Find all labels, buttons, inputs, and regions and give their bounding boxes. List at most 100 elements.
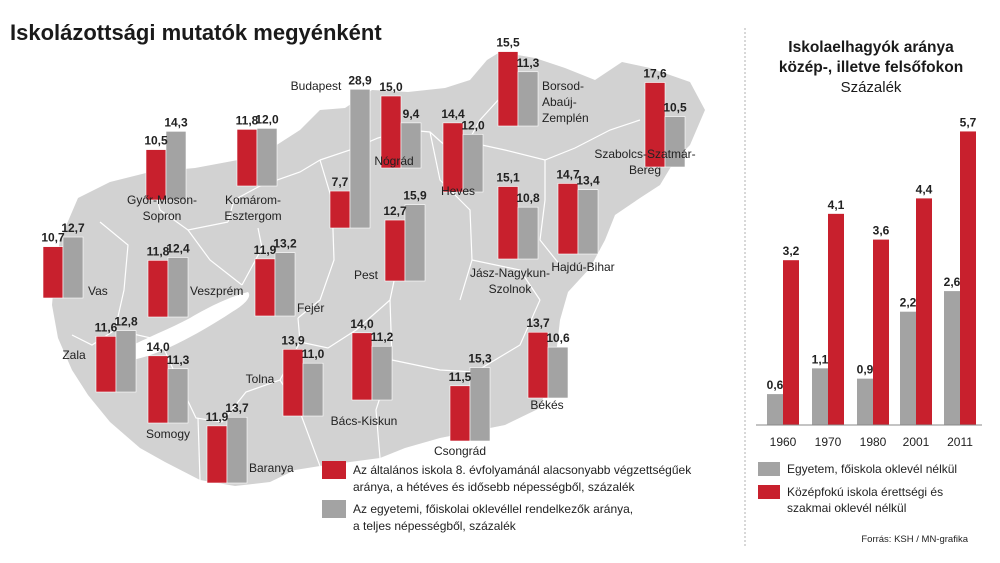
dropout-label-red-2011: 5,7 <box>960 115 977 129</box>
dropout-category-1980: 1980 <box>860 435 887 449</box>
label-gray-bekes: 10,6 <box>546 331 570 345</box>
label-red-baranya: 11,9 <box>206 410 229 424</box>
bar-red-bekes <box>527 331 549 399</box>
dropout-category-2011: 2011 <box>947 435 973 449</box>
bar-red-baranya <box>206 425 228 484</box>
label-red-komarom-esztergom: 11,8 <box>236 113 259 127</box>
county-name-jasz-nagykun-szolnok-1: Jász-Nagykun- <box>470 266 550 280</box>
dropout-category-1970: 1970 <box>815 435 842 449</box>
dropout-bar-gray-2001 <box>900 311 916 425</box>
county-name-veszprem: Veszprém <box>190 284 243 298</box>
label-gray-zala: 12,8 <box>114 315 138 329</box>
county-name-csongrad: Csongrád <box>434 444 486 458</box>
label-red-borsod-abauj-zemplen: 15,5 <box>496 36 520 50</box>
dropout-label-red-2001: 4,4 <box>916 182 933 196</box>
label-gray-budapest: 28,9 <box>348 73 372 87</box>
dropout-label-gray-2011: 2,6 <box>944 275 961 289</box>
dropout-label-gray-1980: 0,9 <box>857 363 874 377</box>
bar-gray-bacs-kiskun <box>371 345 393 401</box>
label-gray-gyor-moson-sopron: 14,3 <box>164 115 188 129</box>
bar-gray-vas <box>62 236 84 299</box>
bar-gray-somogy <box>167 368 189 424</box>
county-name-borsod-abauj-zemplen-3: Zemplén <box>542 111 589 125</box>
bar-gray-komarom-esztergom <box>256 128 278 187</box>
county-name-borsod-abauj-zemplen-2: Abaúj- <box>542 95 577 109</box>
label-red-csongrad: 11,5 <box>449 370 472 384</box>
bar-gray-baranya <box>226 416 248 484</box>
dropout-chart: Iskolaelhagyók aránya közép-, illetve fe… <box>756 39 982 515</box>
source-note: Forrás: KSH / MN-grafika <box>861 534 968 545</box>
label-gray-szabolcs-szatmar-bereg: 10,5 <box>663 101 687 115</box>
bar-red-pest <box>384 219 406 282</box>
bar-gray-bekes <box>547 346 569 399</box>
label-red-bekes: 13,7 <box>526 316 550 330</box>
label-gray-csongrad: 15,3 <box>468 352 492 366</box>
label-gray-borsod-abauj-zemplen: 11,3 <box>517 56 540 70</box>
bar-gray-jasz-nagykun-szolnok <box>517 206 539 260</box>
dropout-bar-red-1960 <box>783 260 799 425</box>
dropout-bar-red-1970 <box>828 213 844 425</box>
label-red-fejer: 11,9 <box>254 243 277 257</box>
county-name-nograd: Nógrád <box>374 154 413 168</box>
bar-red-vas <box>42 246 64 299</box>
label-red-heves: 14,4 <box>441 107 465 121</box>
label-red-budapest: 7,7 <box>332 175 349 189</box>
label-red-szabolcs-szatmar-bereg: 17,6 <box>643 67 667 81</box>
county-name-bacs-kiskun: Bács-Kiskun <box>331 414 398 428</box>
lake-balaton <box>120 292 250 361</box>
dropout-bar-gray-1970 <box>812 368 828 425</box>
county-name-bekes: Békés <box>530 398 563 412</box>
county-name-fejer: Fejér <box>297 301 324 315</box>
legend-red-line1: Az általános iskola 8. évfolyamánál alac… <box>353 463 692 477</box>
bar-red-komarom-esztergom <box>236 129 258 187</box>
bar-gray-pest <box>404 204 426 282</box>
dropout-label-red-1980: 3,6 <box>873 224 890 238</box>
dropout-bars: 0,6 3,2 1960 1,1 4,1 1970 0,9 3,6 1980 2,2 4,4 2001… <box>767 115 977 449</box>
county-name-gyor-moson-sopron-1: Győr-Moson- <box>127 193 197 207</box>
dropout-legend-text-gray-1: Egyetem, főiskola oklevél nélkül <box>787 462 957 476</box>
bar-red-jasz-nagykun-szolnok <box>497 186 519 260</box>
map-legend: Az általános iskola 8. évfolyamánál alac… <box>322 461 692 533</box>
dropout-label-gray-1960: 0,6 <box>767 378 784 392</box>
dropout-legend: Egyetem, főiskola oklevél nélkül Középfok… <box>758 462 957 515</box>
dropout-label-red-1960: 3,2 <box>783 244 800 258</box>
county-name-komarom-esztergom-1: Komárom- <box>225 193 281 207</box>
dropout-bar-gray-1980 <box>857 378 873 425</box>
bar-gray-nograd <box>400 122 422 169</box>
county-name-pest: Pest <box>354 268 379 282</box>
main-title: Iskolázottsági mutatók megyénként <box>10 20 382 45</box>
dropout-legend-swatch-gray <box>758 462 780 476</box>
bar-red-veszprem <box>147 260 169 318</box>
bar-gray-csongrad <box>469 367 491 442</box>
label-red-gyor-moson-sopron: 10,5 <box>144 134 168 148</box>
label-gray-komarom-esztergom: 12,0 <box>255 112 279 126</box>
dropout-legend-text-red-1: Középfokú iskola érettségi és <box>787 485 943 499</box>
dropout-category-2001: 2001 <box>903 435 930 449</box>
dropout-bar-gray-1960 <box>767 394 783 425</box>
bar-gray-zala <box>115 330 137 393</box>
bar-gray-hajdu-bihar <box>577 189 599 255</box>
bar-gray-budapest <box>349 88 371 229</box>
dropout-legend-text-red-2: szakmai oklevél nélkül <box>787 501 906 515</box>
label-gray-nograd: 9,4 <box>403 107 420 121</box>
bar-gray-szabolcs-szatmar-bereg <box>664 116 686 168</box>
county-name-hajdu-bihar: Hajdú-Bihar <box>551 260 614 274</box>
label-red-bacs-kiskun: 14,0 <box>350 317 374 331</box>
dropout-category-1960: 1960 <box>770 435 797 449</box>
county-name-zala: Zala <box>62 348 86 362</box>
legend-gray-swatch <box>322 500 346 518</box>
dropout-bar-red-2001 <box>916 198 932 425</box>
county-name-borsod-abauj-zemplen-1: Borsod- <box>542 79 584 93</box>
county-name-vas: Vas <box>88 284 108 298</box>
bar-gray-tolna <box>302 362 324 417</box>
label-red-zala: 11,6 <box>95 320 118 334</box>
dropout-bar-red-1980 <box>873 239 889 425</box>
bar-red-zala <box>95 336 117 393</box>
legend-red-line2: aránya, a hétéves és idősebb népességből… <box>353 480 636 494</box>
dropout-legend-swatch-red <box>758 485 780 499</box>
legend-gray-line1: Az egyetemi, főiskolai oklevéllel rendel… <box>353 502 633 516</box>
bar-gray-fejer <box>274 252 296 317</box>
county-name-jasz-nagykun-szolnok-2: Szolnok <box>489 282 533 296</box>
county-name-baranya: Baranya <box>249 461 294 475</box>
